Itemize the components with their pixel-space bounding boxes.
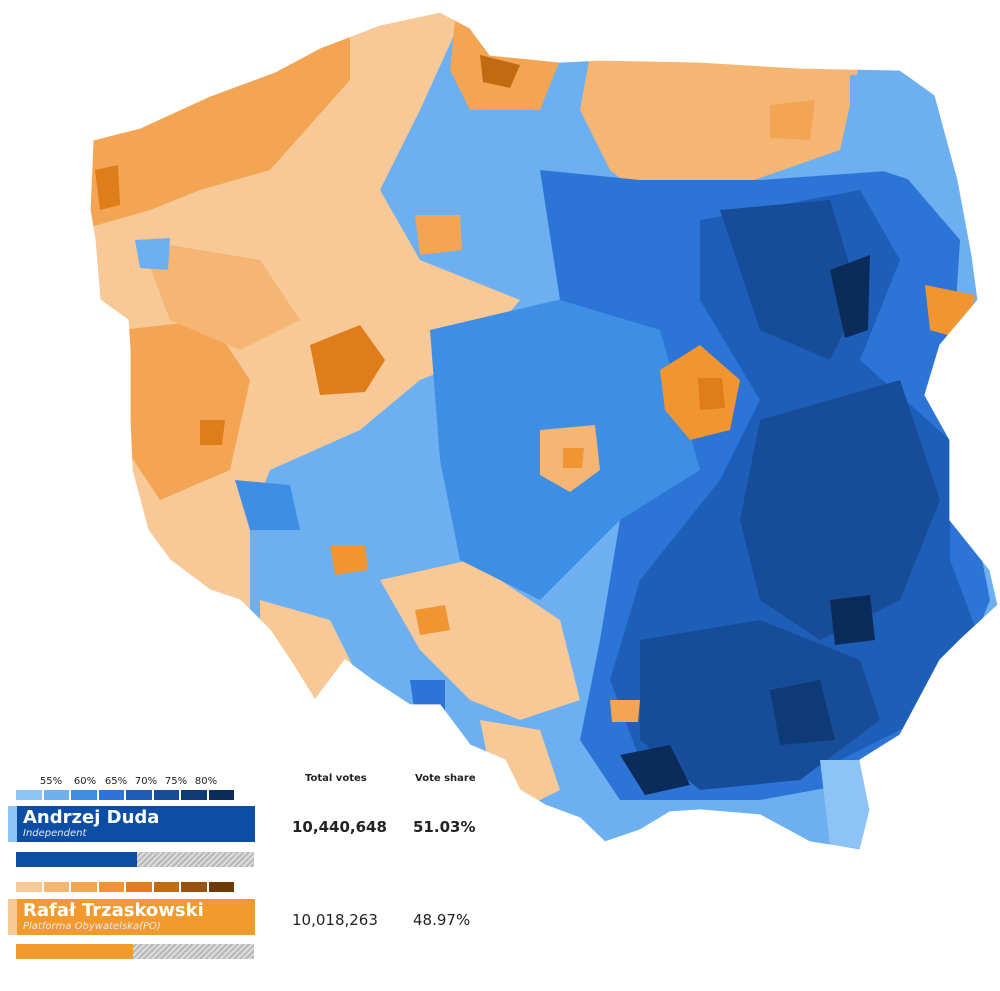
trzaskowski-share-bar [16,944,254,959]
duda-candidate-box: Andrzej Duda Independent [8,806,255,842]
legend-tick: 75% [164,776,188,787]
region-southeast-light-blue [820,760,875,850]
region-lubusz-orange [140,240,300,350]
duda-votes: 10,440,648 [292,818,387,836]
region-northeast-orange [580,55,860,210]
trzaskowski-stripe [8,899,17,935]
trzaskowski-candidate-box: Rafał Trzaskowski Platforma Obywatelska(… [8,899,255,935]
trzaskowski-scale-swatch [181,882,207,892]
legend-tick: 80% [194,776,218,787]
trzaskowski-scale-swatch [16,882,42,892]
city-zielona-gora [200,420,225,445]
duda-scale-swatch [153,790,179,800]
region-darkest-blue-a [830,255,870,338]
trzaskowski-votes: 10,018,263 [292,911,378,929]
region-east-darker-blue [720,200,860,360]
trzaskowski-scale-swatch [208,882,234,892]
region-darkest-blue-b [620,745,690,795]
region-opole-blue [410,680,445,715]
city-krakow [610,700,640,722]
region-lublin-darker-blue [740,380,940,640]
city-warsaw-center [698,378,725,410]
city-katowice [415,605,450,635]
trzaskowski-party: Platforma Obywatelska(PO) [23,921,161,932]
duda-scale-swatch [126,790,152,800]
duda-color-scale [16,790,234,800]
city-lodz-center [563,448,584,468]
duda-stripe [8,806,17,842]
region-subcarpathia-darker-blue [640,620,880,790]
city-gdansk [480,55,520,88]
legend-tick: 70% [134,776,158,787]
duda-scale-swatch [98,790,124,800]
trzaskowski-scale-swatch [71,882,97,892]
duda-share-bar-fill [16,852,138,867]
region-darkest-blue-d [830,595,875,645]
poland-border [89,11,999,851]
trzaskowski-scale-swatch [153,882,179,892]
trzaskowski-share: 48.97% [413,911,471,929]
legend-tick: 65% [104,776,128,787]
duda-party: Independent [23,828,87,839]
duda-scale-swatch [208,790,234,800]
region-lower-silesia-blue [235,480,300,530]
vote-share-header: Vote share [415,773,476,784]
trzaskowski-share-bar-fill [16,944,133,959]
duda-share-bar [16,852,254,867]
city-szczecin [95,165,120,210]
region-darkest-blue-c [770,680,835,745]
duda-scale-swatch [71,790,97,800]
city-wroclaw [330,545,368,575]
city-poznan [310,325,385,395]
trzaskowski-name: Rafał Trzaskowski [23,900,204,921]
legend-tick: 60% [73,776,97,787]
duda-name: Andrzej Duda [23,807,160,828]
duda-scale-swatch [16,790,42,800]
legend-tick-row: 55% 60% 65% 70% 75% 80% [30,776,240,788]
total-votes-header: Total votes [305,773,367,784]
region-west-blue-pocket [135,238,170,270]
trzaskowski-scale-swatch [43,882,69,892]
city-bydgoszcz [415,215,462,255]
trzaskowski-scale-swatch [126,882,152,892]
legend-tick: 55% [39,776,63,787]
city-olsztyn [770,100,815,140]
trzaskowski-color-scale [16,882,234,892]
region-east-light-blue [850,75,930,180]
region-silesia-orange [380,560,580,720]
duda-share: 51.03% [413,818,476,836]
duda-scale-swatch [181,790,207,800]
region-south-light-orange [480,720,560,810]
trzaskowski-scale-swatch [98,882,124,892]
duda-scale-swatch [43,790,69,800]
region-west-orange [120,320,250,500]
